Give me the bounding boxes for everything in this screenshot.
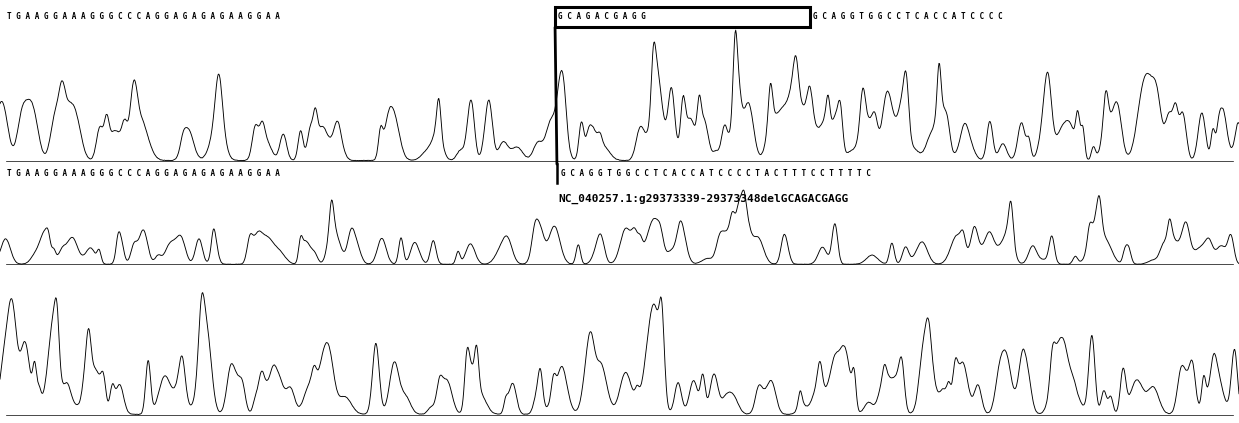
Text: NC_040257.1:g29373339-29373348delGCAGACGAGG: NC_040257.1:g29373339-29373348delGCAGACG… [559,194,849,204]
Text: T G A A G G A A A G G G C C C A G G A G A G A G A A G G A A: T G A A G G A A A G G G C C C A G G A G … [7,169,280,178]
Text: G C A G G T G G C C T C A C C A T C C C C: G C A G G T G G C C T C A C C A T C C C … [813,11,1002,21]
Text: G C A G G T G G C C T C A C C A T C C C C T A C T T T C C T T T T C: G C A G G T G G C C T C A C C A T C C C … [561,169,871,178]
Bar [555,7,810,27]
Text: G C A G A C G A G G: G C A G A C G A G G [558,11,646,21]
Text: T G A A G G A A A G G G C C C A G G A G A G A G A A G G A A: T G A A G G A A A G G G C C C A G G A G … [7,11,280,21]
